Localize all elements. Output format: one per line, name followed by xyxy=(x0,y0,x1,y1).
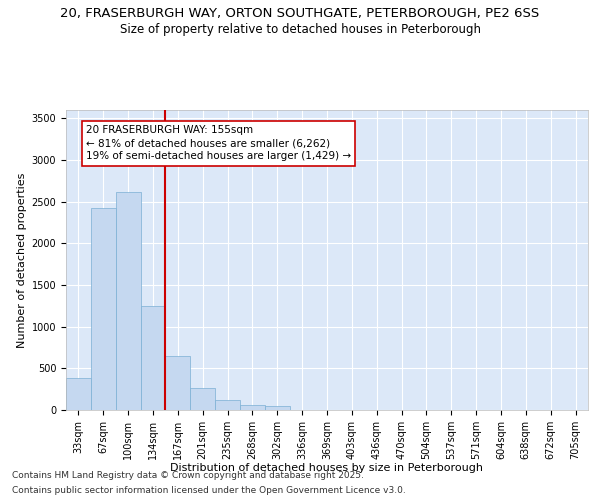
Bar xyxy=(66,378,91,410)
Text: Contains HM Land Registry data © Crown copyright and database right 2025.: Contains HM Land Registry data © Crown c… xyxy=(12,471,364,480)
Text: Contains public sector information licensed under the Open Government Licence v3: Contains public sector information licen… xyxy=(12,486,406,495)
Text: 20 FRASERBURGH WAY: 155sqm
← 81% of detached houses are smaller (6,262)
19% of s: 20 FRASERBURGH WAY: 155sqm ← 81% of deta… xyxy=(86,125,351,162)
Bar xyxy=(116,192,140,410)
Bar xyxy=(91,208,116,410)
Bar xyxy=(190,388,215,410)
Bar xyxy=(215,400,240,410)
Text: 20, FRASERBURGH WAY, ORTON SOUTHGATE, PETERBOROUGH, PE2 6SS: 20, FRASERBURGH WAY, ORTON SOUTHGATE, PE… xyxy=(61,8,539,20)
Text: Size of property relative to detached houses in Peterborough: Size of property relative to detached ho… xyxy=(119,22,481,36)
Bar xyxy=(265,406,290,410)
X-axis label: Distribution of detached houses by size in Peterborough: Distribution of detached houses by size … xyxy=(170,464,484,473)
Bar xyxy=(166,356,190,410)
Bar xyxy=(240,404,265,410)
Y-axis label: Number of detached properties: Number of detached properties xyxy=(17,172,28,348)
Bar xyxy=(140,306,166,410)
